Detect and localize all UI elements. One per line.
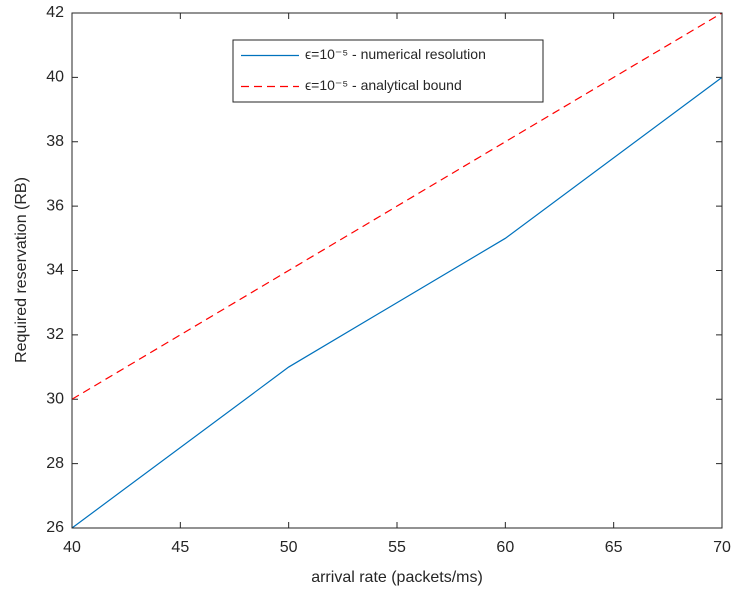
x-tick-label: 55 bbox=[388, 539, 406, 556]
y-tick-label: 28 bbox=[46, 455, 64, 472]
x-tick-label: 65 bbox=[605, 539, 623, 556]
y-tick-label: 36 bbox=[46, 197, 64, 214]
series-line bbox=[71, 76, 723, 529]
legend-box bbox=[232, 39, 544, 103]
y-tick-label: 26 bbox=[46, 519, 64, 536]
series-line bbox=[71, 12, 723, 400]
y-tick-label: 34 bbox=[46, 262, 64, 279]
x-tick-label: 45 bbox=[171, 539, 189, 556]
x-tick-label: 50 bbox=[280, 539, 298, 556]
y-axis-label: Required reservation (RB) bbox=[13, 177, 30, 363]
y-tick-label: 42 bbox=[46, 4, 64, 21]
x-tick-label: 40 bbox=[63, 539, 81, 556]
legend-label: ϵ=10⁻⁵ - numerical resolution bbox=[305, 46, 486, 62]
y-tick-label: 40 bbox=[46, 69, 64, 86]
x-axis-label: arrival rate (packets/ms) bbox=[311, 569, 483, 586]
y-tick-label: 32 bbox=[46, 326, 64, 343]
axes-box bbox=[71, 12, 723, 529]
y-tick-label: 38 bbox=[46, 133, 64, 150]
legend-label: ϵ=10⁻⁵ - analytical bound bbox=[305, 77, 462, 93]
x-tick-label: 70 bbox=[713, 539, 731, 556]
x-tick-label: 60 bbox=[496, 539, 514, 556]
y-tick-label: 30 bbox=[46, 390, 64, 407]
